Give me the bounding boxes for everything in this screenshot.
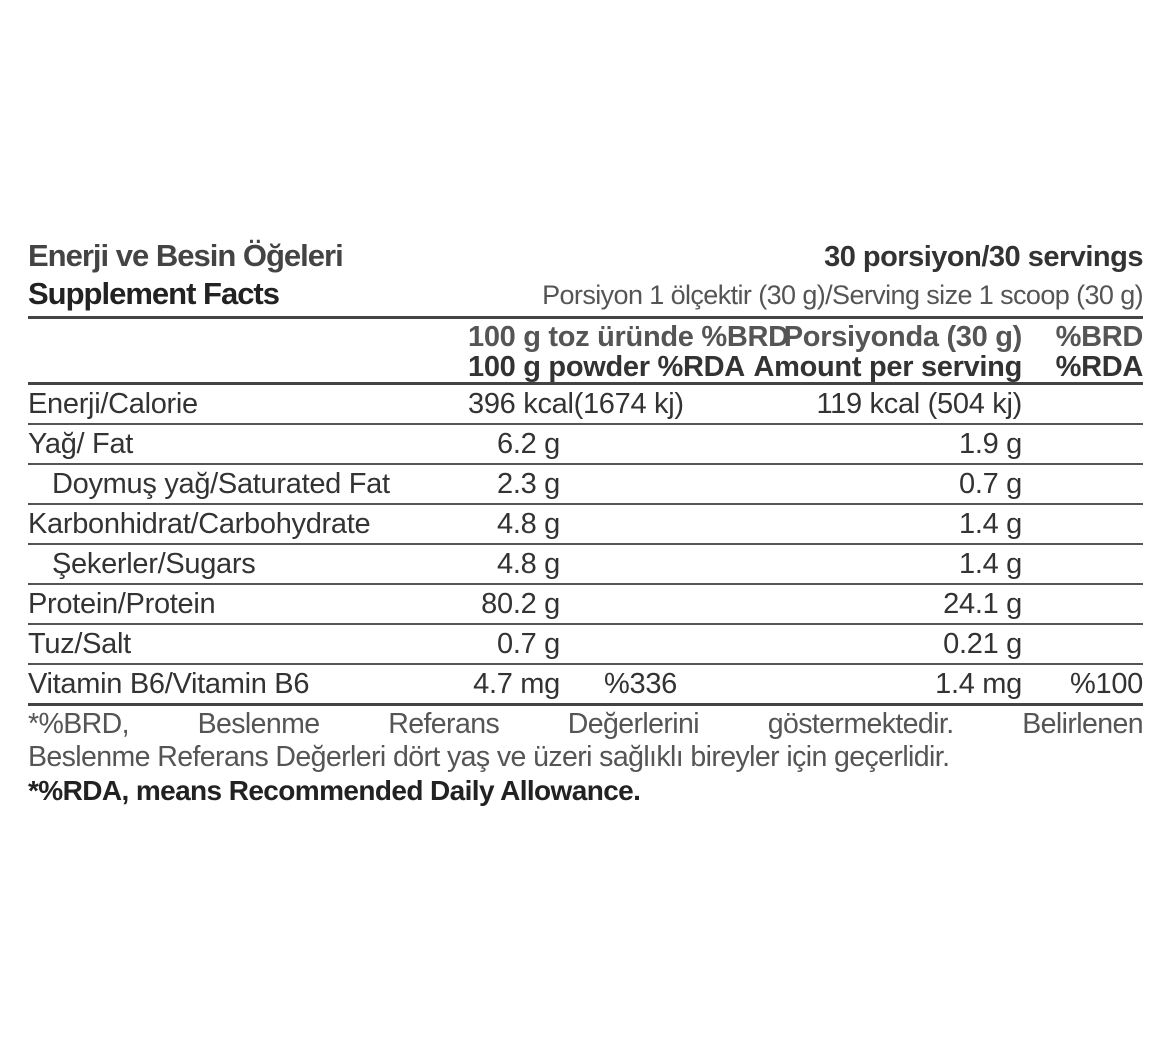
nutrient-label: Doymuş yağ/Saturated Fat: [52, 468, 390, 500]
nutrient-label: Karbonhidrat/Carbohydrate: [28, 508, 371, 540]
column-headers: 100 g toz üründe %BRD Porsiyonda (30 g) …: [28, 319, 1143, 385]
nutrient-row: Enerji/Calorie 396 kcal(1674 kj) 119 kcal …: [28, 385, 1143, 425]
footnote-brd-line2: Beslenme Referans Değerleri dört yaş ve …: [28, 741, 950, 773]
per100-rda: [560, 425, 677, 463]
subtitle-row: Supplement Facts Porsiyon 1 ölçektir (30…: [28, 276, 1144, 319]
header-serving-en: Amount per serving: [753, 351, 1022, 383]
nutrient-row: Karbonhidrat/Carbohydrate 4.8 g 1.4 g: [28, 505, 1143, 545]
serving-rda: [1022, 585, 1143, 623]
per100-rda: [560, 385, 677, 423]
per100-rda: [560, 465, 677, 503]
serving-size: Porsiyon 1 ölçektir (30 g)/Serving size …: [542, 280, 1143, 310]
serving-value: 1.4 mg: [935, 668, 1022, 700]
nutrient-row: Tuz/Salt 0.7 g 0.21 g: [28, 625, 1143, 665]
serving-value: 0.7 g: [959, 468, 1022, 500]
footnote-rda: *%RDA, means Recommended Daily Allowance…: [28, 775, 641, 806]
serving-rda: [1022, 625, 1143, 663]
nutrient-row: Yağ/ Fat 6.2 g 1.9 g: [28, 425, 1143, 465]
nutrient-label: Protein/Protein: [28, 588, 216, 620]
header-brd-1: %BRD: [701, 321, 789, 353]
serving-value: 1.9 g: [959, 428, 1022, 460]
title-row: Enerji ve Besin Öğeleri 30 porsiyon/30 s…: [28, 238, 1143, 276]
serving-value: 24.1 g: [943, 588, 1022, 620]
header-per100-tr: 100 g toz üründe: [468, 321, 694, 353]
per100-value: 0.7 g: [497, 628, 560, 660]
header-rda-1: %RDA: [657, 351, 746, 383]
serving-rda: [1022, 425, 1143, 463]
per100-value: 6.2 g: [497, 428, 560, 460]
nutrient-row: Şekerler/Sugars 4.8 g 1.4 g: [28, 545, 1143, 585]
header-per100-en: 100 g powder: [468, 351, 650, 383]
serving-rda: %100: [1070, 668, 1143, 700]
nutrient-row: Vitamin B6/Vitamin B6 4.7 mg %336 1.4 mg %10…: [28, 665, 1143, 706]
nutrient-row: Doymuş yağ/Saturated Fat 2.3 g 0.7 g: [28, 465, 1143, 505]
per100-rda: %336: [604, 668, 677, 700]
per100-value: 2.3 g: [497, 468, 560, 500]
per100-value: 4.8 g: [497, 508, 560, 540]
serving-rda: [1022, 385, 1143, 423]
footnote-brd-line1: *%BRD, Beslenme Referans Değerlerini gös…: [28, 708, 1144, 740]
serving-value: 0.21 g: [943, 628, 1022, 660]
header-rda-2: %RDA: [1055, 351, 1144, 383]
nutrient-label: Enerji/Calorie: [28, 388, 198, 420]
nutrient-label: Tuz/Salt: [28, 628, 131, 660]
serving-rda: [1022, 505, 1143, 543]
nutrient-row: Protein/Protein 80.2 g 24.1 g: [28, 585, 1143, 625]
header-serving-tr: Porsiyonda (30 g): [783, 321, 1023, 353]
per100-rda: [560, 545, 677, 583]
nutrient-label: Vitamin B6/Vitamin B6: [28, 668, 310, 700]
per100-value: 4.8 g: [497, 548, 560, 580]
serving-value: 1.4 g: [959, 508, 1022, 540]
per100-value: 80.2 g: [481, 588, 560, 620]
title-english: Supplement Facts: [28, 276, 280, 311]
serving-value: 1.4 g: [959, 548, 1022, 580]
per100-value: 4.7 mg: [473, 668, 560, 700]
per100-rda: [560, 505, 677, 543]
per100-rda: [560, 585, 677, 623]
serving-rda: [1022, 545, 1143, 583]
servings-count: 30 porsiyon/30 servings: [824, 241, 1143, 273]
per100-value: 396 kcal(1674 kj): [468, 388, 684, 420]
header-brd-2: %BRD: [1055, 321, 1144, 353]
nutrient-label: Şekerler/Sugars: [52, 548, 256, 580]
nutrient-label: Yağ/ Fat: [28, 428, 134, 460]
serving-value: 119 kcal (504 kj): [816, 388, 1022, 420]
per100-rda: [560, 625, 677, 663]
serving-rda: [1022, 465, 1143, 503]
supplement-facts-label: Enerji ve Besin Öğeleri 30 porsiyon/30 s…: [28, 238, 1144, 808]
title-turkish: Enerji ve Besin Öğeleri: [28, 238, 344, 273]
